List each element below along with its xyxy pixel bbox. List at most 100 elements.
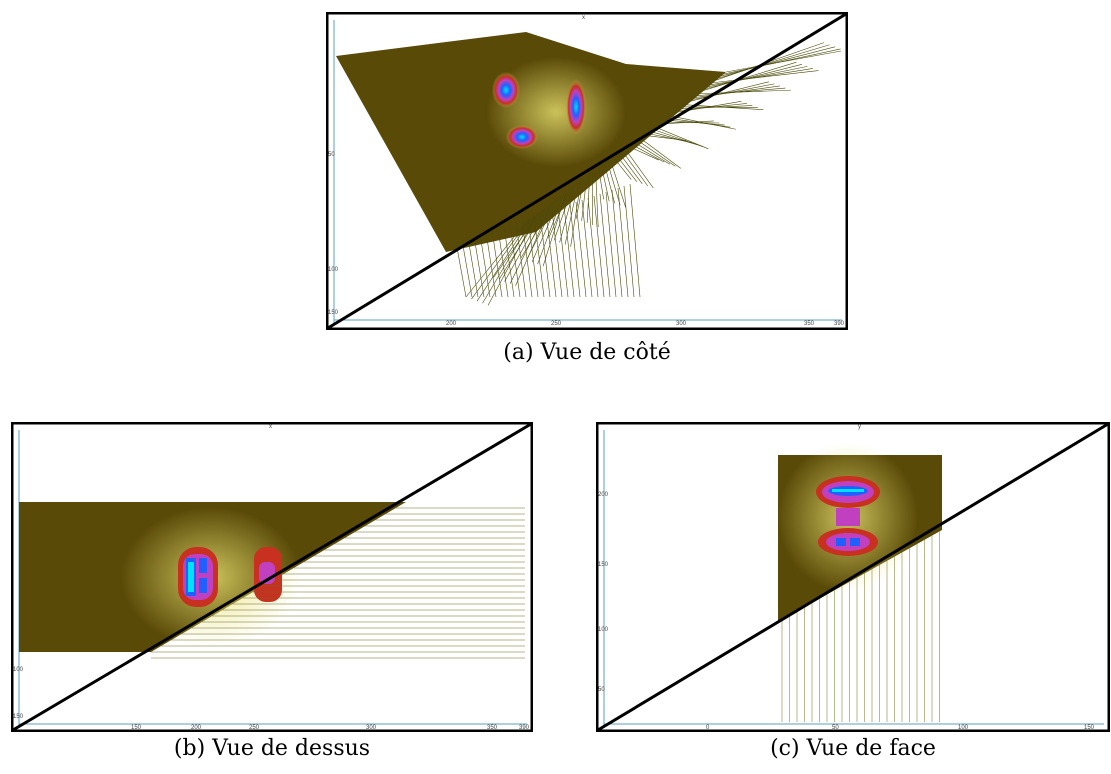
ray-line: [685, 81, 769, 103]
tick-label: 390: [834, 321, 845, 327]
ray-line: [559, 184, 576, 243]
tick-label: 200: [598, 492, 609, 498]
ray-line: [653, 126, 709, 150]
tick-label: 150: [1084, 725, 1095, 731]
tick-label: 150: [598, 562, 609, 568]
tick-label: 50: [598, 687, 605, 693]
hotspot-core: [836, 538, 846, 546]
ray-line: [570, 180, 582, 247]
tick-label: 200: [191, 725, 202, 731]
tick-label: 50: [832, 725, 839, 731]
ray-line: [467, 237, 479, 298]
ray-line: [618, 152, 643, 184]
ray-line: [612, 156, 632, 180]
ray-lines: [781, 531, 940, 722]
ray-line: [503, 225, 515, 298]
ray-line: [520, 200, 556, 259]
tick-label: 100: [328, 267, 339, 273]
ray-line: [611, 189, 623, 298]
diagonal-split-line: [327, 12, 847, 330]
tick-label: 200: [446, 321, 457, 327]
tick-label: 350: [487, 725, 498, 731]
hotspot-core: [199, 578, 207, 593]
hotspot-center: [188, 562, 194, 592]
ray-line: [615, 154, 637, 182]
axis-top-label: y: [858, 424, 861, 430]
tick-label: 300: [676, 321, 687, 327]
ray-line: [699, 61, 797, 92]
ray-line: [708, 68, 814, 86]
ray-line: [569, 203, 581, 298]
ray-line: [531, 195, 562, 263]
ray-line: [553, 187, 573, 241]
hotspot: [836, 508, 860, 526]
tick-label: 100: [13, 667, 24, 673]
ray-line: [479, 233, 491, 298]
ray-line: [595, 169, 599, 228]
ray-lines: [151, 507, 525, 659]
ray-line: [455, 241, 467, 298]
ray-line: [702, 64, 803, 90]
ray-line: [624, 147, 654, 189]
ray-lines: [455, 42, 842, 306]
ray-line: [599, 193, 611, 298]
ray-line: [485, 231, 497, 298]
ray-line: [493, 210, 541, 278]
hotspot-center: [832, 489, 864, 492]
ray-line: [650, 128, 703, 148]
tick-label: 250: [551, 321, 562, 327]
ray-line: [630, 143, 665, 163]
ray-line: [521, 219, 533, 298]
ray-line: [606, 161, 621, 206]
ray-line: [533, 215, 545, 298]
tick-label: 50: [328, 152, 335, 158]
ray-line: [586, 174, 591, 223]
ray-line: [601, 165, 610, 202]
ray-line: [473, 235, 485, 298]
ray-line: [575, 178, 585, 219]
front-view-plot: [596, 422, 1110, 732]
ray-line: [539, 213, 551, 298]
ray-line: [635, 139, 676, 167]
ray-line: [476, 217, 533, 302]
ray-line: [542, 191, 567, 267]
diagonal-split-line: [12, 422, 532, 732]
ray-line: [491, 229, 503, 298]
ray-line: [665, 117, 731, 128]
ray-line: [623, 185, 635, 298]
ray-line: [515, 202, 553, 286]
ray-line: [705, 66, 808, 88]
ray-line: [551, 209, 563, 298]
ray-line: [621, 150, 648, 187]
ray-line: [545, 211, 557, 298]
ray-line: [647, 130, 698, 145]
ray-line: [609, 158, 626, 208]
axis-top-label: x: [582, 15, 585, 21]
ray-line: [598, 167, 604, 200]
ray-line: [725, 50, 842, 73]
panel-side-view: x 200 250 300 350 390 50 100 150: [326, 12, 848, 330]
ray-line: [587, 197, 599, 298]
panel-top-view: x 150 200 250 300 350 390 100 150: [11, 422, 533, 732]
tick-label: 100: [598, 627, 609, 633]
axis-top-label: x: [269, 424, 272, 430]
hotspot: [566, 79, 586, 135]
tick-label: 0: [706, 725, 710, 731]
ray-line: [627, 145, 659, 161]
ray-line: [581, 176, 588, 221]
ray-line: [563, 205, 575, 298]
ray-line: [633, 141, 670, 165]
side-view-plot: [326, 12, 848, 330]
ray-line: [471, 219, 530, 300]
ray-line: [461, 239, 473, 298]
ray-line: [548, 189, 570, 239]
ray-line: [557, 207, 569, 298]
tick-label: 150: [328, 310, 339, 316]
tick-label: 150: [13, 714, 24, 720]
ray-line: [603, 163, 615, 204]
tick-label: 390: [519, 725, 530, 731]
ray-line: [581, 199, 593, 298]
ray-line: [717, 44, 830, 79]
ray-line: [497, 227, 509, 298]
ray-line: [537, 193, 564, 265]
